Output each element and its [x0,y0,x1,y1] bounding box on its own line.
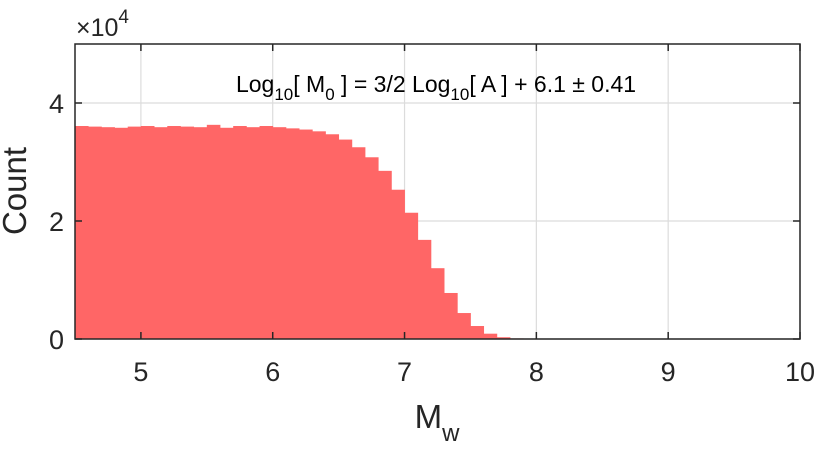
x-axis-label-sub: w [441,420,460,447]
y-tick-label-2: 2 [49,207,64,237]
histogram-bar [325,134,340,339]
histogram-bar [233,126,247,339]
histogram-bar [444,292,458,339]
histogram-bar [430,268,445,339]
y-axis-multiplier: ×104 [76,7,129,42]
y-multiplier-exponent: 4 [118,7,129,28]
histogram-bar [338,139,353,339]
x-tick-label-9: 9 [661,357,676,387]
histogram-bar [101,127,115,339]
histogram-bar [75,126,89,339]
histogram-bar [378,170,392,339]
histogram-bar [391,189,405,339]
annotation-sub-3: 10 [450,85,469,104]
tick-labels: 5 6 7 8 9 10 0 2 4 [49,89,815,387]
annotation-end: [ A ] + 6.1 ± 0.41 [469,71,636,97]
histogram-bar [259,126,274,339]
histogram-bar [285,128,300,339]
chart-annotation: Log10[ M0 ] = 3/2 Log10[ A ] + 6.1 ± 0.4… [236,71,636,104]
y-tick-label-4: 4 [49,89,64,119]
annotation-sub-1: 10 [274,85,293,104]
histogram-bar [470,326,485,339]
y-axis-label: Count [0,147,33,235]
histogram-bar [88,126,102,339]
histogram-bar [417,239,432,339]
histogram-bar [457,313,471,339]
annotation-log-1: Log [236,71,274,97]
histogram-bar [167,126,181,339]
histogram-bar [496,337,511,339]
histogram-bar [180,126,195,339]
histogram-bar [246,127,260,339]
histogram-bar [483,333,498,339]
histogram-bar [312,131,326,339]
histogram-bar [220,127,234,339]
histogram-bar [351,147,366,339]
histogram-bar [193,127,208,339]
histogram-bar [114,127,129,339]
annotation-middle: ] = 3/2 Log [335,71,451,97]
y-tick-label-0: 0 [49,325,64,355]
histogram-bar [272,127,287,339]
x-tick-label-8: 8 [529,357,544,387]
histogram-bar [404,212,419,339]
histogram-bars [75,124,537,339]
annotation-sub-2: 0 [325,85,334,104]
x-tick-label-7: 7 [397,357,412,387]
x-tick-label-5: 5 [133,357,148,387]
x-tick-label-10: 10 [785,357,815,387]
axis-ticks [75,44,801,340]
histogram-bar [365,157,379,339]
x-axis-label-main: M [415,398,443,435]
histogram-bar [154,127,168,339]
x-axis-label: Mw [415,398,461,447]
annotation-m: [ M [293,71,325,97]
plot-frame [74,43,801,340]
x-tick-label-6: 6 [265,357,280,387]
histogram-bar [299,129,313,339]
histogram-bar [140,126,155,339]
histogram-bar [206,124,221,339]
histogram-bar [127,126,142,339]
y-multiplier-base: ×10 [76,14,118,42]
